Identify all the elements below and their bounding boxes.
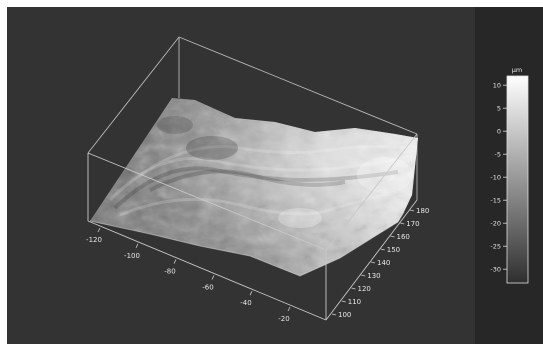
y-tick-mark: [409, 209, 415, 212]
colorbar-tick-label: -30: [490, 266, 501, 274]
x-tick-mark: [211, 275, 215, 280]
x-tick-mark: [173, 259, 177, 264]
colorbar-tick-label: 0: [497, 128, 501, 136]
y-tick-mark: [370, 261, 376, 264]
y-tick-mark: [400, 222, 405, 225]
x-tick-mark: [97, 227, 101, 233]
colorbar-tick-label: -15: [490, 197, 501, 205]
colorbar-tick-label: 10: [493, 82, 501, 90]
y-tick-label: 180: [416, 207, 429, 215]
y-tick-label: 150: [387, 246, 400, 254]
y-tick-mark: [341, 300, 346, 303]
y-tick-mark: [380, 248, 385, 251]
x-tick-label: -60: [202, 283, 213, 291]
y-tick-mark: [351, 287, 356, 290]
colorbar-tick-label: -20: [490, 220, 501, 228]
x-tick-mark: [287, 306, 291, 312]
colorbar-unit: µm: [512, 66, 522, 74]
y-tick-mark: [331, 313, 337, 316]
x-axis: -120 -100 -80 -60 -40 -20: [86, 227, 291, 323]
x-tick-label: -20: [278, 315, 289, 323]
x-tick-label: -40: [240, 299, 251, 307]
colorbar-tick-label: 5: [497, 105, 501, 113]
y-tick-label: 140: [377, 259, 390, 267]
y-tick-label: 110: [348, 298, 361, 306]
colorbar: µm 10 5 0 -5 -10 -15 -20 -25 -30: [490, 66, 529, 284]
x-tick-mark: [135, 243, 139, 248]
x-tick-label: -80: [164, 268, 175, 276]
y-tick-label: 160: [397, 233, 410, 241]
y-tick-mark: [361, 274, 366, 277]
colorbar-tick-label: -25: [490, 243, 501, 251]
x-tick-label: -100: [124, 252, 140, 260]
colorbar-tick-label: -10: [490, 174, 501, 182]
x-tick-mark: [249, 291, 253, 296]
y-tick-label: 100: [338, 311, 351, 319]
y-axis: 100 110 120 130 140 150 160 170 180: [331, 207, 429, 319]
y-tick-label: 120: [358, 285, 371, 293]
colorbar-tick-label: -5: [495, 151, 501, 159]
y-tick-label: 130: [367, 272, 380, 280]
colorbar-gradient: [506, 75, 529, 284]
bounding-box-front: [87, 133, 418, 321]
y-tick-label: 170: [406, 220, 419, 228]
y-tick-mark: [390, 235, 395, 238]
x-tick-label: -120: [86, 236, 102, 244]
bounding-box-back: [87, 36, 418, 200]
